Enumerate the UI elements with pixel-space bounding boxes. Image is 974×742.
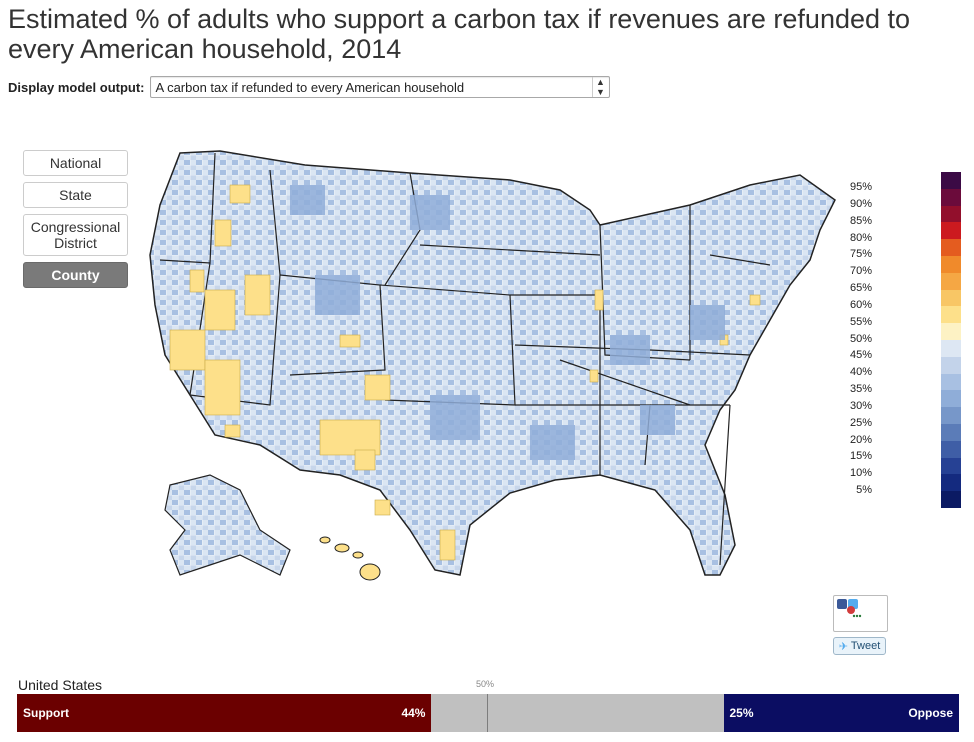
legend-swatch	[941, 323, 961, 340]
legend-label: 25%	[849, 417, 872, 429]
tweet-button[interactable]: ✈ Tweet	[833, 637, 886, 655]
hawaii-shape[interactable]	[319, 536, 381, 581]
legend-swatch	[941, 222, 961, 240]
oppose-segment: 25% Oppose	[723, 694, 959, 732]
summary-region-label: United States	[18, 677, 103, 693]
legend-swatch	[941, 407, 961, 424]
legend-swatch	[941, 440, 961, 458]
legend-label: 70%	[849, 265, 872, 277]
contiguous-us-shape[interactable]	[149, 150, 836, 576]
twitter-bird-icon: ✈	[838, 640, 848, 653]
legend-swatch	[941, 306, 961, 324]
legend-swatch	[941, 339, 961, 357]
legend-label: 55%	[849, 316, 872, 328]
us-county-map[interactable]	[130, 145, 850, 590]
geography-level-nav: National State Congressional District Co…	[23, 150, 128, 294]
legend-swatch	[941, 457, 961, 475]
legend-label: 5%	[856, 484, 872, 496]
legend-swatch	[941, 272, 961, 290]
support-segment: Support 44%	[17, 694, 432, 732]
lower-support-counties[interactable]	[290, 185, 725, 460]
share-icon[interactable]	[834, 596, 887, 631]
legend-swatch	[941, 289, 961, 307]
legend-label: 50%	[849, 333, 872, 345]
legend-swatch	[941, 474, 961, 492]
level-national-button[interactable]: National	[23, 150, 128, 176]
legend-swatch	[941, 356, 961, 374]
legend-label: 65%	[849, 282, 872, 294]
oppose-label: Oppose	[908, 706, 953, 720]
legend-label: 90%	[849, 198, 872, 210]
level-county-button[interactable]: County	[23, 262, 128, 288]
legend-swatch	[941, 188, 961, 206]
legend-label: 35%	[849, 383, 872, 395]
legend-label: 75%	[849, 248, 872, 260]
legend-swatch	[941, 239, 961, 256]
legend-label: 85%	[849, 215, 872, 227]
oppose-value: 25%	[729, 706, 754, 720]
legend-swatch	[941, 390, 961, 408]
legend-label: 80%	[849, 232, 872, 244]
midpoint-label: 50%	[476, 679, 495, 689]
legend-swatch	[941, 423, 961, 441]
level-congressional-district-button[interactable]: Congressional District	[23, 214, 128, 256]
legend-label: 30%	[849, 400, 872, 412]
legend-label: 60%	[849, 299, 872, 311]
model-output-select[interactable]: A carbon tax if refunded to every Americ…	[149, 76, 610, 98]
model-output-label: Display model output:	[8, 79, 145, 95]
legend-swatch	[941, 373, 961, 391]
legend-label: 15%	[849, 450, 872, 462]
level-state-button[interactable]: State	[23, 182, 128, 208]
support-oppose-bar: Support 44% 25% Oppose	[17, 694, 959, 732]
alaska-shape[interactable]	[164, 474, 291, 576]
model-output-selected: A carbon tax if refunded to every Americ…	[155, 79, 465, 95]
support-label: Support	[23, 706, 69, 720]
legend-color-bar	[941, 172, 961, 508]
legend-label: 95%	[849, 181, 872, 193]
legend-swatch	[941, 205, 961, 223]
legend-label: 40%	[849, 366, 872, 378]
legend-label: 20%	[849, 434, 872, 446]
legend-label: 45%	[849, 349, 872, 361]
legend-label: 10%	[849, 467, 872, 479]
support-majority-counties[interactable]	[169, 184, 761, 561]
model-output-control: Display model output: A carbon tax if re…	[8, 76, 610, 98]
legend-swatch	[941, 255, 961, 273]
midpoint-line	[487, 694, 488, 732]
legend-swatch	[941, 172, 961, 189]
legend-swatch	[941, 491, 961, 508]
select-arrow-icon[interactable]: ▲ ▼	[591, 77, 609, 97]
share-widget[interactable]	[833, 595, 888, 632]
support-value: 44%	[401, 706, 426, 720]
tweet-label: Tweet	[850, 640, 881, 652]
page-title: Estimated % of adults who support a carb…	[8, 4, 911, 64]
us-map-svg[interactable]	[130, 145, 850, 590]
